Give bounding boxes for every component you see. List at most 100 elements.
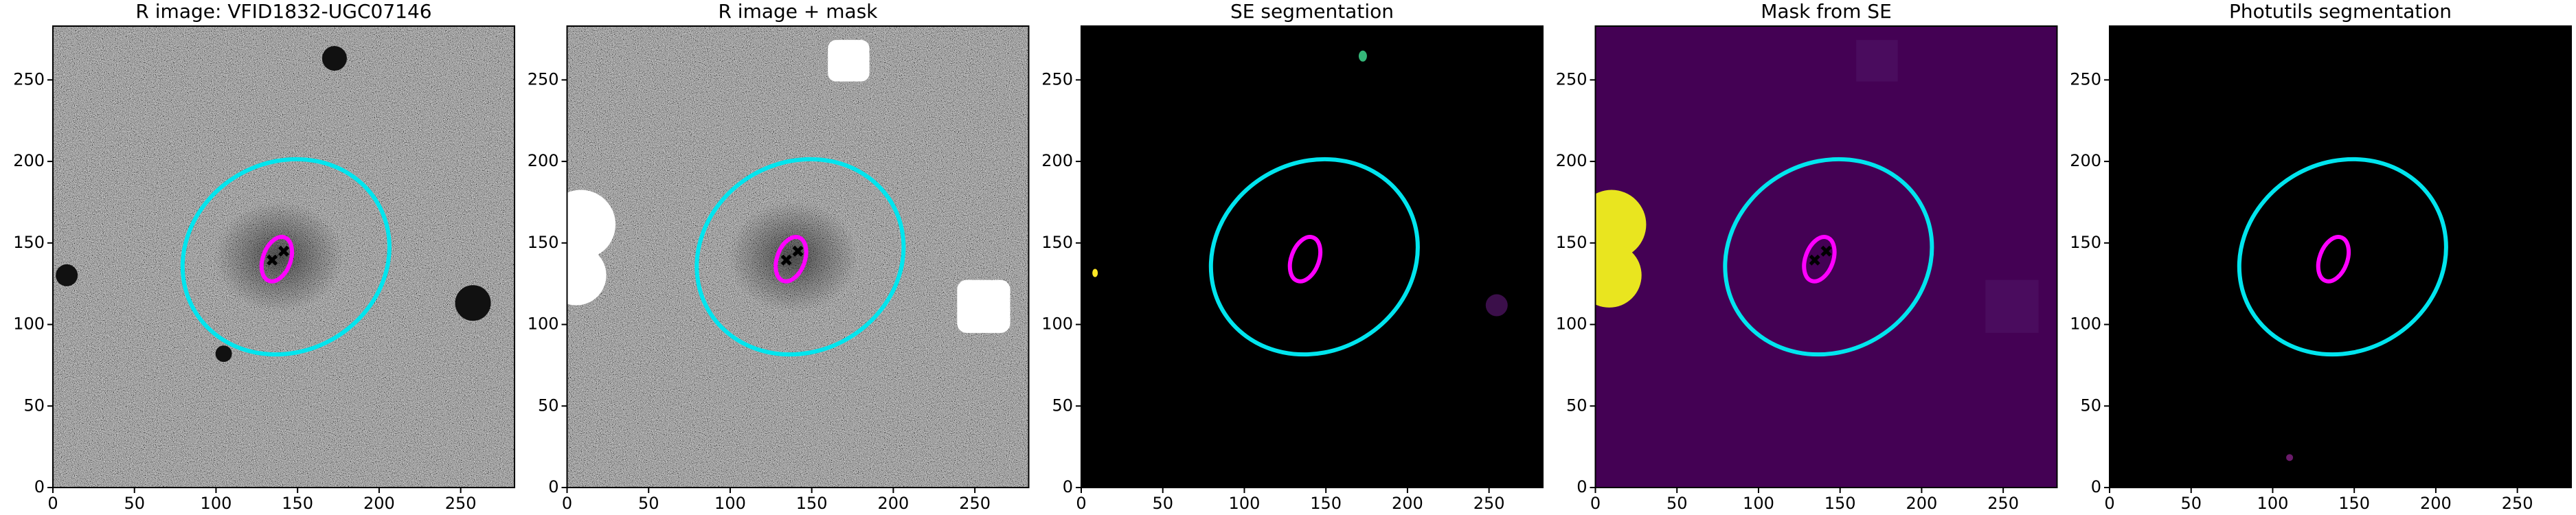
- x-tick-label: 0: [1590, 494, 1601, 513]
- axes-frame: [566, 25, 1030, 488]
- x-tick-label: 100: [201, 494, 232, 513]
- y-tick-label: 250: [1556, 69, 1588, 89]
- x-tick-label: 50: [124, 494, 145, 513]
- axes-frame: [1081, 25, 1544, 488]
- y-tick-label: 0: [548, 477, 558, 496]
- mask-region: [1595, 190, 1647, 260]
- panel-title: Mask from SE: [1761, 0, 1892, 23]
- mask-region: [567, 190, 616, 260]
- y-tick-label: 250: [13, 69, 45, 89]
- y-tick-label: 150: [1041, 233, 1073, 252]
- star: [321, 46, 347, 71]
- marker: ✖: [791, 242, 804, 261]
- mask-region: [957, 279, 1010, 333]
- y-tick-label: 150: [2070, 233, 2101, 252]
- y-tick-label: 50: [1052, 396, 1073, 415]
- x-tick-label: 250: [2502, 494, 2533, 513]
- star: [215, 345, 232, 363]
- aperture-ellipse: [180, 157, 392, 357]
- axes-frame: [52, 25, 515, 488]
- y-tick-label: 100: [13, 314, 45, 334]
- inner-ellipse: [1287, 235, 1323, 284]
- background: [1081, 26, 1543, 488]
- x-tick-label: 150: [282, 494, 313, 513]
- y-tick-label: 0: [1063, 477, 1073, 496]
- panel-title: Photutils segmentation: [2229, 0, 2452, 23]
- segment: [1092, 268, 1098, 277]
- inner-ellipse: [2316, 235, 2351, 284]
- y-tick-label: 100: [528, 314, 559, 334]
- mask-region: [1595, 242, 1642, 308]
- x-tick-label: 100: [714, 494, 746, 513]
- inner-ellipse: [259, 235, 295, 284]
- y-tick-label: 150: [13, 233, 45, 252]
- panel: ✖✖ R image: VFID1832-UGC07146 0 50 100 150 200…: [13, 0, 515, 513]
- star: [56, 264, 78, 286]
- mask-region: [1856, 40, 1898, 82]
- galaxy-glow: [214, 201, 344, 312]
- segment: [2286, 454, 2294, 461]
- y-tick-label: 50: [1566, 396, 1588, 415]
- y-tick-label: 100: [2070, 314, 2101, 334]
- y-tick-label: 150: [1556, 233, 1588, 252]
- x-tick-label: 0: [562, 494, 572, 513]
- x-tick-label: 250: [1987, 494, 2019, 513]
- x-tick-label: 50: [638, 494, 659, 513]
- marker: ✖: [780, 251, 793, 271]
- aperture-ellipse: [694, 157, 906, 357]
- aperture-ellipse: [1723, 157, 1934, 357]
- marker: ✖: [277, 242, 291, 261]
- image: ✖✖: [567, 26, 1029, 488]
- image: ✖✖: [1595, 26, 2057, 488]
- y-tick-label: 250: [1041, 69, 1073, 89]
- x-tick-label: 150: [2338, 494, 2370, 513]
- y-tick-label: 200: [2070, 151, 2101, 170]
- y-tick-label: 250: [2070, 69, 2101, 89]
- inner-ellipse: [1802, 235, 1837, 284]
- x-tick-label: 100: [1743, 494, 1774, 513]
- x-tick-label: 250: [1473, 494, 1505, 513]
- y-tick-label: 0: [2091, 477, 2101, 496]
- image: ✖✖: [2110, 26, 2571, 488]
- y-tick-label: 200: [1041, 151, 1073, 170]
- y-tick-label: 100: [1041, 314, 1073, 334]
- y-tick-label: 200: [1556, 151, 1588, 170]
- segment: [1358, 50, 1367, 62]
- axes-frame: [1594, 25, 2058, 488]
- y-tick-label: 100: [1556, 314, 1588, 334]
- segment: [1485, 294, 1508, 317]
- marker: ✖: [1305, 242, 1319, 261]
- panel-title: SE segmentation: [1230, 0, 1394, 23]
- x-tick-label: 0: [47, 494, 58, 513]
- panel: ✖✖ Photutils segmentation 0 50 100 150 200 250 0…: [2070, 0, 2572, 513]
- marker: ✖: [1808, 251, 1822, 271]
- y-tick-label: 250: [528, 69, 559, 89]
- x-tick-label: 0: [2104, 494, 2114, 513]
- panel-title: R image + mask: [718, 0, 878, 23]
- x-tick-label: 150: [1824, 494, 1856, 513]
- x-tick-label: 150: [1310, 494, 1342, 513]
- panel: ✖✖ R image + mask 0 50 100 150 200 250 0 50 100 150…: [528, 0, 1030, 513]
- marker: ✖: [2322, 251, 2336, 271]
- star: [455, 285, 491, 321]
- y-tick-label: 150: [528, 233, 559, 252]
- background: [1595, 26, 2057, 488]
- mask-region: [1985, 279, 2039, 333]
- x-tick-label: 200: [1392, 494, 1423, 513]
- y-tick-label: 200: [13, 151, 45, 170]
- aperture-ellipse: [1208, 157, 1420, 357]
- x-tick-label: 50: [2180, 494, 2202, 513]
- y-tick-label: 200: [528, 151, 559, 170]
- x-tick-label: 50: [1667, 494, 1688, 513]
- y-tick-label: 0: [34, 477, 45, 496]
- x-tick-label: 150: [796, 494, 828, 513]
- inner-ellipse: [773, 235, 809, 284]
- x-tick-label: 50: [1152, 494, 1173, 513]
- x-tick-label: 200: [2420, 494, 2452, 513]
- panel-title: R image: VFID1832-UGC07146: [135, 0, 431, 23]
- x-tick-label: 100: [2257, 494, 2289, 513]
- mask-region: [828, 40, 870, 82]
- x-tick-label: 100: [1229, 494, 1261, 513]
- axes-frame: [2109, 25, 2572, 488]
